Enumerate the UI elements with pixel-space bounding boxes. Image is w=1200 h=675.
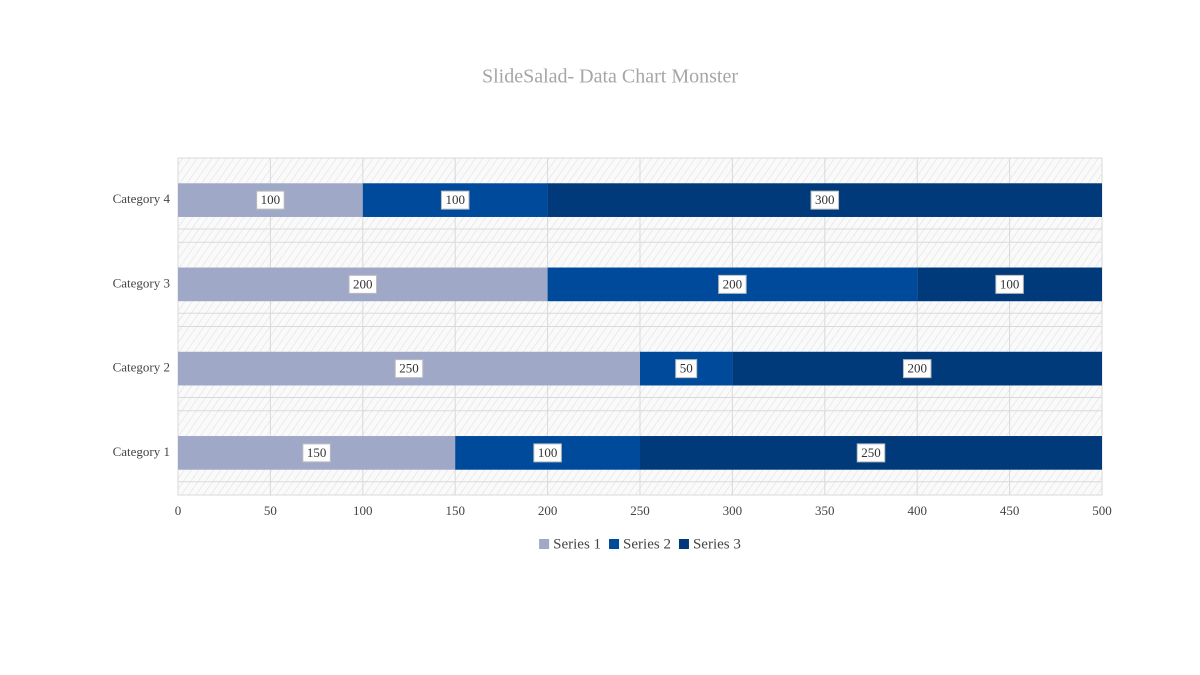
data-label-box bbox=[856, 443, 886, 463]
x-tick-label: 450 bbox=[1000, 503, 1020, 518]
data-label-box bbox=[810, 190, 840, 210]
data-label-box bbox=[256, 190, 285, 210]
data-label-box bbox=[533, 443, 562, 463]
data-label: 250 bbox=[394, 359, 424, 379]
data-label: 150 bbox=[302, 443, 331, 463]
data-label-text: 100 bbox=[1000, 276, 1020, 291]
data-label: 100 bbox=[533, 443, 562, 463]
data-label-text: 50 bbox=[680, 361, 693, 376]
data-label-box bbox=[902, 359, 932, 379]
data-label-box bbox=[995, 274, 1024, 294]
data-label-text: 100 bbox=[261, 192, 281, 207]
data-label: 200 bbox=[718, 274, 747, 294]
y-tick-label: Category 4 bbox=[113, 191, 171, 206]
data-label: 100 bbox=[256, 190, 285, 210]
legend-swatch bbox=[539, 539, 550, 549]
x-tick-label: 150 bbox=[445, 503, 465, 518]
data-label: 100 bbox=[440, 190, 470, 210]
data-label: 250 bbox=[856, 443, 886, 463]
data-label-text: 250 bbox=[861, 445, 881, 460]
data-label-text: 300 bbox=[815, 192, 835, 207]
x-tick-label: 50 bbox=[264, 503, 277, 518]
data-label: 300 bbox=[810, 190, 840, 210]
legend: Series 1 Series 2 Series 3 bbox=[539, 536, 741, 552]
data-label-box bbox=[394, 359, 424, 379]
x-tick-label: 300 bbox=[723, 503, 743, 518]
data-label-box bbox=[348, 274, 378, 294]
y-tick-label: Category 3 bbox=[113, 275, 170, 290]
data-label: 200 bbox=[902, 359, 932, 379]
chart-title: SlideSalad- Data Chart Monster bbox=[482, 66, 738, 88]
data-label-box bbox=[440, 190, 470, 210]
data-label-text: 150 bbox=[307, 445, 327, 460]
x-tick-label: 200 bbox=[538, 503, 558, 518]
legend-label: Series 1 bbox=[553, 536, 601, 552]
legend-swatch bbox=[609, 539, 620, 549]
legend-swatch bbox=[678, 539, 689, 549]
x-tick-label: 350 bbox=[815, 503, 835, 518]
data-label-text: 200 bbox=[907, 361, 927, 376]
x-tick-label: 100 bbox=[353, 503, 373, 518]
x-tick-label: 0 bbox=[175, 503, 182, 518]
data-label: 200 bbox=[348, 274, 378, 294]
legend-label: Series 3 bbox=[693, 536, 741, 552]
legend-label: Series 2 bbox=[623, 536, 671, 552]
data-label-box bbox=[675, 359, 698, 379]
data-label-text: 100 bbox=[538, 445, 558, 460]
x-tick-label: 500 bbox=[1092, 503, 1112, 518]
data-label-text: 250 bbox=[399, 361, 419, 376]
data-label-text: 200 bbox=[353, 276, 373, 291]
x-tick-label: 400 bbox=[907, 503, 927, 518]
y-tick-label: Category 1 bbox=[113, 444, 170, 459]
data-label-text: 100 bbox=[445, 192, 465, 207]
data-label-text: 200 bbox=[723, 276, 743, 291]
data-label-box bbox=[302, 443, 331, 463]
data-label: 50 bbox=[675, 359, 698, 379]
x-tick-label: 250 bbox=[630, 503, 650, 518]
y-tick-label: Category 2 bbox=[113, 360, 170, 375]
data-label-box bbox=[718, 274, 747, 294]
data-label: 100 bbox=[995, 274, 1024, 294]
